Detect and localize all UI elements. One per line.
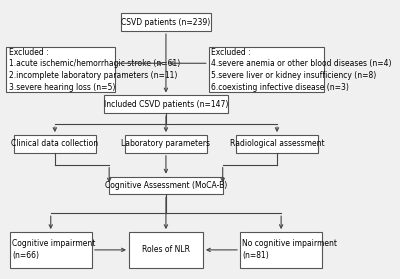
FancyBboxPatch shape <box>14 135 96 153</box>
FancyBboxPatch shape <box>209 47 324 92</box>
Text: Excluded :
4.severe anemia or other blood diseases (n=4)
5.severe liver or kidne: Excluded : 4.severe anemia or other bloo… <box>211 47 392 92</box>
FancyBboxPatch shape <box>121 13 211 31</box>
Text: Cognitive impairment
(n=66): Cognitive impairment (n=66) <box>12 239 96 260</box>
Text: Cognitive Assessment (MoCA-B): Cognitive Assessment (MoCA-B) <box>105 181 227 190</box>
FancyBboxPatch shape <box>6 47 115 92</box>
Text: Radiological assessment: Radiological assessment <box>230 140 324 148</box>
FancyBboxPatch shape <box>125 135 207 153</box>
Text: CSVD patients (n=239): CSVD patients (n=239) <box>121 18 210 27</box>
Text: Included CSVD patients (n=147): Included CSVD patients (n=147) <box>104 100 228 109</box>
FancyBboxPatch shape <box>236 135 318 153</box>
Text: Excluded :
1.acute ischemic/hemorrhagic stroke (n=61)
2.incomplete laboratory pa: Excluded : 1.acute ischemic/hemorrhagic … <box>9 47 180 92</box>
FancyBboxPatch shape <box>109 177 223 194</box>
FancyBboxPatch shape <box>240 232 322 268</box>
FancyBboxPatch shape <box>10 232 92 268</box>
Text: Laboratory parameters: Laboratory parameters <box>122 140 210 148</box>
Text: Clinical data collection: Clinical data collection <box>11 140 98 148</box>
Text: Roles of NLR: Roles of NLR <box>142 246 190 254</box>
Text: No cognitive impairment
(n=81): No cognitive impairment (n=81) <box>242 239 338 260</box>
FancyBboxPatch shape <box>129 232 203 268</box>
FancyBboxPatch shape <box>104 95 228 113</box>
